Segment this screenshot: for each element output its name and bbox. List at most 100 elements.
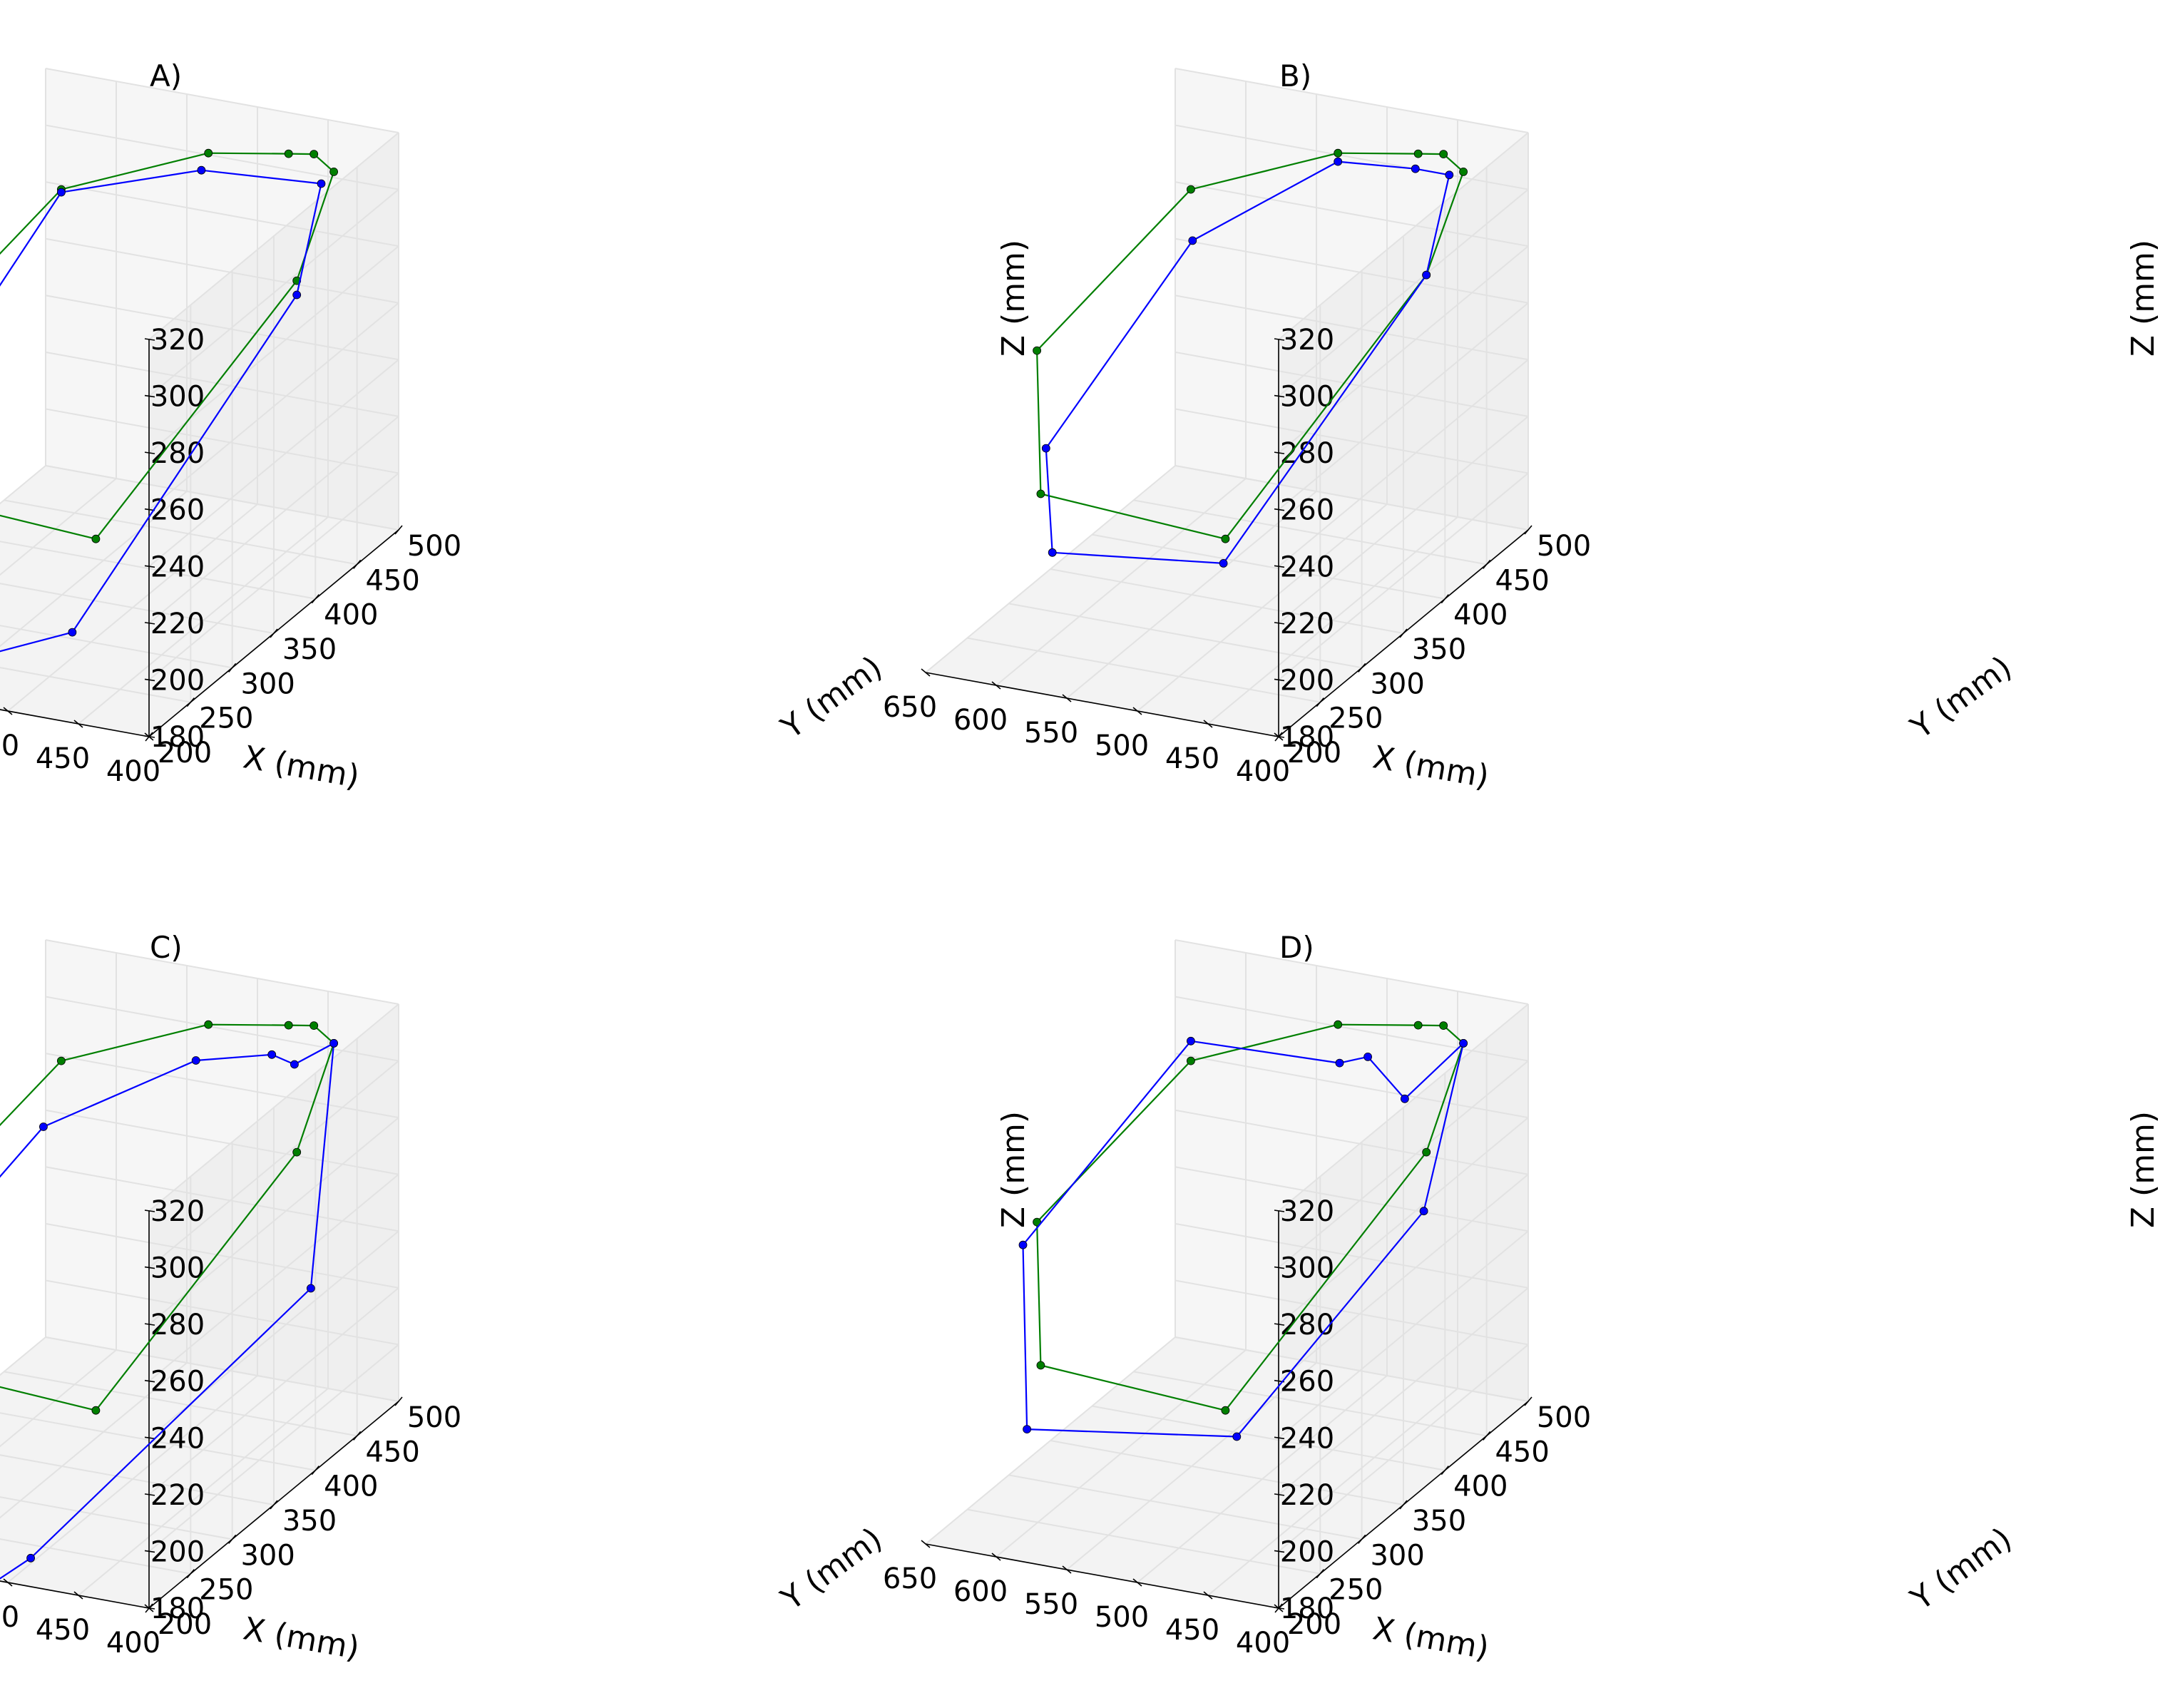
z-tick-label: 200 bbox=[150, 664, 205, 697]
gridline-z bbox=[1278, 1003, 1529, 1212]
z-tick bbox=[1274, 1266, 1285, 1269]
y-tick bbox=[186, 1569, 195, 1579]
series-point-blue bbox=[1411, 164, 1420, 173]
z-tick-label: 320 bbox=[1280, 1195, 1334, 1228]
y-tick bbox=[1358, 663, 1366, 673]
series-point-blue bbox=[267, 1050, 277, 1059]
x-tick-label: 450 bbox=[1165, 1614, 1219, 1647]
series-point-blue bbox=[1363, 1053, 1372, 1061]
series-point-blue bbox=[317, 179, 326, 188]
y-tick bbox=[1483, 559, 1491, 569]
z-tick bbox=[1274, 622, 1285, 625]
gridline-z bbox=[148, 245, 399, 454]
x-axis-line bbox=[0, 709, 150, 737]
series-point-green bbox=[204, 1020, 213, 1029]
z-tick bbox=[1274, 735, 1285, 738]
gridline-y bbox=[1092, 1405, 1445, 1471]
x-tick-label: 500 bbox=[1095, 1601, 1149, 1634]
x-tick bbox=[1132, 707, 1142, 715]
z-axis-label: Z (mm) bbox=[996, 1111, 1032, 1228]
z-tick-label: 320 bbox=[150, 324, 205, 357]
gridline-y bbox=[1133, 499, 1487, 566]
z-tick-label: 260 bbox=[1280, 1366, 1334, 1398]
series-point-green bbox=[1334, 148, 1343, 158]
gridline-y bbox=[1008, 1474, 1362, 1540]
x-tick-label: 550 bbox=[1024, 1588, 1078, 1621]
z-tick bbox=[1274, 1323, 1285, 1326]
gridline-z bbox=[1278, 245, 1529, 454]
gridline-z bbox=[1278, 188, 1529, 397]
gridline-z bbox=[148, 1344, 399, 1553]
y-tick bbox=[353, 559, 362, 569]
z-tick bbox=[1274, 565, 1285, 568]
gridline-z bbox=[148, 1173, 399, 1382]
x-tick bbox=[991, 681, 1001, 690]
gridline-z bbox=[148, 1117, 399, 1325]
z-tick-label: 200 bbox=[1280, 664, 1334, 697]
y-tick-label: 350 bbox=[1412, 1505, 1466, 1538]
series-point-blue bbox=[57, 188, 66, 197]
gridline-z bbox=[45, 408, 399, 474]
gridline-z bbox=[45, 1279, 399, 1346]
gridline-z bbox=[148, 472, 399, 681]
series-point-green bbox=[1334, 1020, 1343, 1029]
y-tick-label: 200 bbox=[158, 737, 212, 769]
gridline-z bbox=[1175, 465, 1529, 531]
y-tick-label: 450 bbox=[1495, 564, 1549, 597]
series-point-green bbox=[1187, 185, 1195, 194]
y-tick-label: 200 bbox=[1287, 737, 1341, 769]
y-tick bbox=[1399, 1500, 1408, 1510]
gridline-z bbox=[45, 295, 399, 361]
series-point-blue bbox=[1334, 157, 1343, 166]
z-tick-label: 180 bbox=[1280, 721, 1334, 754]
gridline-z bbox=[1175, 1279, 1529, 1346]
gridline-z bbox=[148, 1060, 399, 1269]
y-tick-label: 250 bbox=[1329, 702, 1383, 735]
z-tick bbox=[144, 1210, 155, 1212]
y-tick bbox=[311, 1466, 319, 1476]
y-tick-label: 300 bbox=[240, 1539, 295, 1572]
z-tick-label: 240 bbox=[1280, 1422, 1334, 1455]
gridline-y bbox=[1133, 1371, 1487, 1437]
x-tick-label: 500 bbox=[1095, 730, 1149, 762]
series-point-green bbox=[1413, 149, 1423, 158]
gridline-y bbox=[0, 583, 275, 634]
y-tick bbox=[1440, 594, 1449, 604]
series-point-blue bbox=[39, 1123, 48, 1131]
gridline-z bbox=[1278, 1230, 1529, 1439]
x-tick-label: 400 bbox=[106, 755, 160, 788]
gridline-z bbox=[148, 302, 399, 511]
series-point-blue bbox=[1023, 1425, 1031, 1433]
gridline-z bbox=[45, 1336, 399, 1402]
x-axis-line bbox=[0, 1580, 150, 1609]
gridline-z bbox=[45, 351, 399, 417]
gridline-z bbox=[45, 1166, 399, 1232]
z-tick bbox=[144, 1436, 155, 1440]
y-tick-label: 450 bbox=[365, 1436, 419, 1468]
gridline-z bbox=[45, 1053, 399, 1119]
z-tick-label: 260 bbox=[150, 1366, 205, 1398]
z-tick-label: 180 bbox=[1280, 1592, 1334, 1625]
series-point-green bbox=[1036, 489, 1045, 498]
z-tick-label: 280 bbox=[150, 1309, 205, 1341]
gridline-y bbox=[1092, 533, 1445, 600]
y-tick bbox=[311, 594, 319, 604]
gridline-z bbox=[1278, 416, 1529, 624]
z-tick-label: 260 bbox=[1280, 494, 1334, 527]
z-tick bbox=[144, 565, 155, 568]
gridline-z bbox=[1175, 1053, 1529, 1119]
gridline-y bbox=[0, 1454, 275, 1505]
panel-label: C) bbox=[150, 930, 183, 965]
z-tick-label: 300 bbox=[1280, 1252, 1334, 1285]
series-point-blue bbox=[191, 1056, 200, 1065]
series-point-blue bbox=[1232, 1432, 1242, 1441]
x-tick-label: 650 bbox=[883, 691, 937, 724]
series-point-blue bbox=[290, 1060, 299, 1069]
z-tick bbox=[144, 1607, 155, 1610]
gridline-z bbox=[1175, 295, 1529, 361]
z-tick-label: 280 bbox=[1280, 437, 1334, 470]
y-tick bbox=[1483, 1431, 1491, 1441]
gridline-z bbox=[1175, 124, 1529, 190]
y-tick bbox=[1440, 1466, 1449, 1476]
z-tick-label: 240 bbox=[1280, 551, 1334, 583]
